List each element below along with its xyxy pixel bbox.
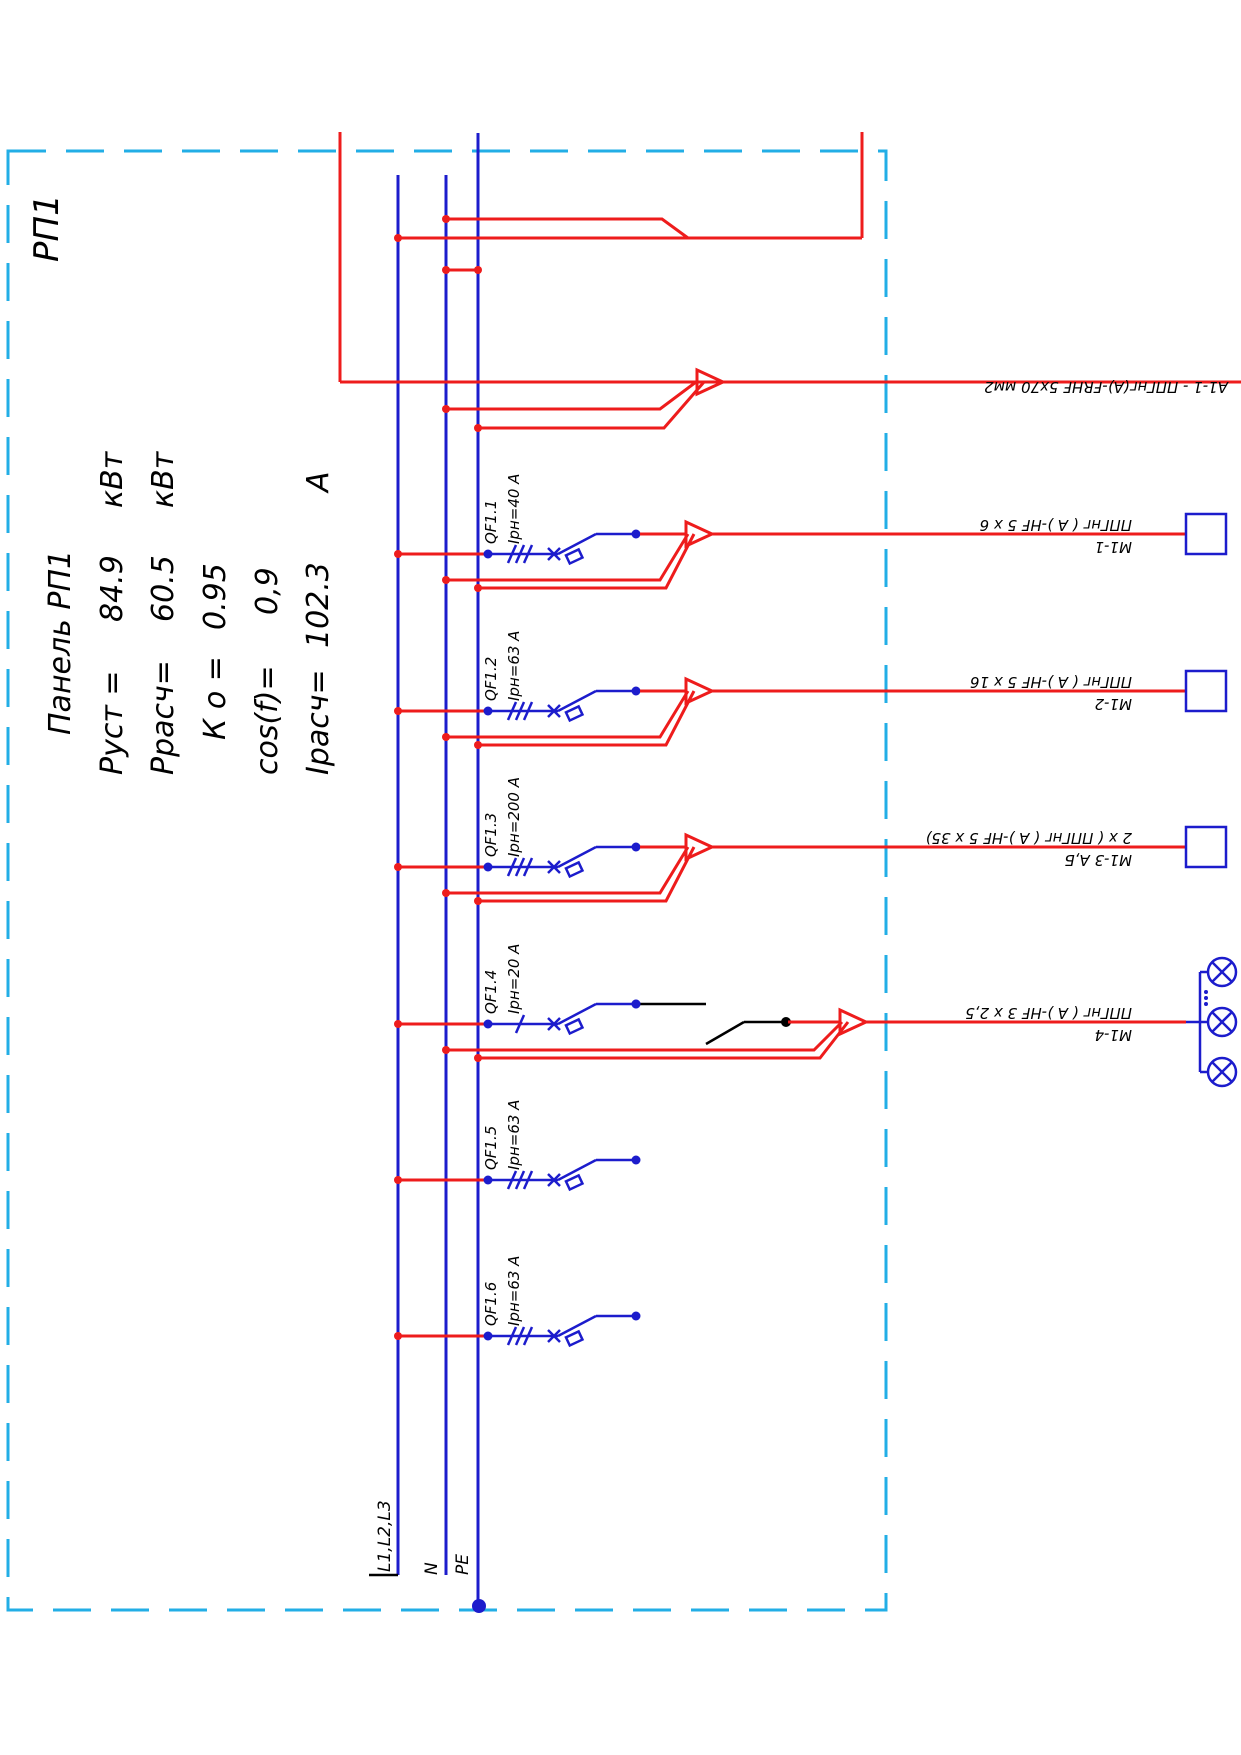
junction-dot (394, 863, 402, 871)
neutral-return-line (446, 533, 690, 582)
breaker-id-label: QF1.2 (482, 657, 500, 701)
lamp-icon (1200, 956, 1238, 988)
cable-id-label: М1-4 (1095, 1026, 1132, 1044)
circuit-breaker-icon (483, 842, 641, 879)
earth-terminal-dot (472, 1599, 486, 1613)
junction-dot (394, 550, 402, 558)
cable-arrow-icon (695, 367, 727, 397)
breaker-group-6: QF1.6 Iрн=63 А (394, 1256, 641, 1348)
breaker-rating-label: Iрн=63 А (505, 1100, 523, 1170)
breaker-group-3: QF1.3 Iрн=200 А 2 х ( ППГнг ( А )-НF 5 х 3… (394, 777, 1228, 905)
breaker-rating-label: Iрн=20 А (505, 944, 523, 1014)
junction-dot (394, 1332, 402, 1340)
breaker-rating-label: Iрн=200 А (505, 777, 523, 857)
summary-label-prasch: Ррасч= (146, 660, 181, 775)
input-cable-label: А1-1 - ППГнг(А)-FRHF 5х70 мм2 (984, 378, 1229, 396)
earth-return-line (478, 846, 696, 903)
breaker-rating-label: Iрн=63 А (505, 1256, 523, 1326)
summary-label-ko: К о = (198, 656, 233, 740)
breaker-group-2: QF1.2 Iрн=63 А ППГнг ( А )-НF 5 х 16 М1-2 (394, 631, 1228, 749)
motor-box-icon (1184, 825, 1228, 869)
incoming-feeder (338, 132, 1241, 432)
summary-unit-prasch: кВт (146, 450, 181, 508)
cable-id-label: М1-3 А,Б (1064, 851, 1132, 869)
summary-unit-irasch: А (301, 471, 336, 494)
junction-dot (394, 1020, 402, 1028)
cable-id-label: М1-1 (1095, 538, 1132, 556)
motor-box-icon (1184, 512, 1228, 556)
summary-value-cosf: 0,9 (250, 567, 285, 615)
switch-icon (631, 999, 791, 1046)
breaker-id-label: QF1.4 (482, 970, 500, 1014)
breaker-group-1: QF1.1 Iрн=40 А ППГнг ( А )-НF 5 х 6 М1-1 (394, 474, 1228, 592)
breaker-id-label: QF1.5 (482, 1126, 500, 1170)
summary-value-prasch: 60.5 (146, 555, 181, 622)
bus-label-neutral: N (422, 1562, 442, 1575)
bus-label-phase: L1,L2,L3 (375, 1500, 395, 1572)
panel-name: РП1 (27, 194, 67, 262)
cable-spec-label: 2 х ( ППГнг ( А )-НF 5 х 35) (926, 829, 1132, 847)
circuit-breaker-icon (483, 1155, 641, 1192)
bus-lines (396, 133, 486, 1613)
summary-label-pust: Руст = (95, 671, 130, 776)
breaker-id-label: QF1.1 (482, 500, 500, 544)
circuit-breaker-icon (483, 529, 641, 566)
cable-arrow-icon (838, 1007, 870, 1037)
cable-spec-label: ППГнг ( А )-НF 5 х 16 (970, 673, 1132, 691)
cable-arrow-icon (684, 676, 716, 706)
bus-label-earth: PE (453, 1554, 473, 1575)
breaker-rating-label: Iрн=63 А (505, 631, 523, 701)
breaker-rating-label: Iрн=40 А (505, 474, 523, 544)
earth-return-line (478, 1021, 850, 1060)
earth-return-line (478, 533, 696, 590)
breaker-group-5: QF1.5 Iрн=63 А (394, 1100, 641, 1192)
neutral-return-line (446, 846, 690, 895)
breaker-id-label: QF1.3 (482, 813, 500, 857)
motor-box-icon (1184, 669, 1228, 713)
lamp-icon (1200, 1056, 1238, 1088)
summary-value-pust: 84.9 (95, 555, 130, 622)
summary-label-irasch: Ірасч= (301, 669, 336, 775)
panel-summary: Панель РП1 Руст = 84.9 кВт Ррасч= 60.5 к… (43, 450, 336, 775)
panel-frame (6, 149, 888, 1612)
junction-dot (394, 1176, 402, 1184)
cable-spec-label: ППГнг ( А )-НF 3 х 2,5 (965, 1004, 1132, 1022)
earth-return-line (478, 690, 696, 747)
junction-dot (394, 707, 402, 715)
cable-arrow-icon (684, 519, 716, 549)
lamp-group (1186, 956, 1238, 1088)
summary-unit-pust: кВт (95, 450, 130, 508)
lamp-icon (1200, 1006, 1238, 1038)
breaker-id-label: QF1.6 (482, 1282, 500, 1326)
neutral-return-line (446, 1020, 844, 1052)
summary-title: Панель РП1 (43, 550, 78, 735)
cable-id-label: М1-2 (1095, 695, 1132, 713)
circuit-breaker-icon (483, 686, 641, 723)
summary-value-ko: 0.95 (198, 563, 233, 630)
circuit-breaker-icon (483, 1311, 641, 1348)
summary-value-irasch: 102.3 (301, 562, 336, 648)
cable-spec-label: ППГнг ( А )-НF 5 х 6 (980, 516, 1132, 534)
neutral-return-line (446, 690, 690, 739)
breaker-group-4: QF1.4 Iрн=20 А ППГнг ( А )-НF 3 х 2,5 М1-4 (394, 944, 1238, 1088)
summary-label-cosf: cos(f)= (250, 665, 285, 775)
breaker-groups: QF1.1 Iрн=40 А ППГнг ( А )-НF 5 х 6М1-1QF1… (394, 474, 1238, 1348)
cable-arrow-icon (684, 832, 716, 862)
